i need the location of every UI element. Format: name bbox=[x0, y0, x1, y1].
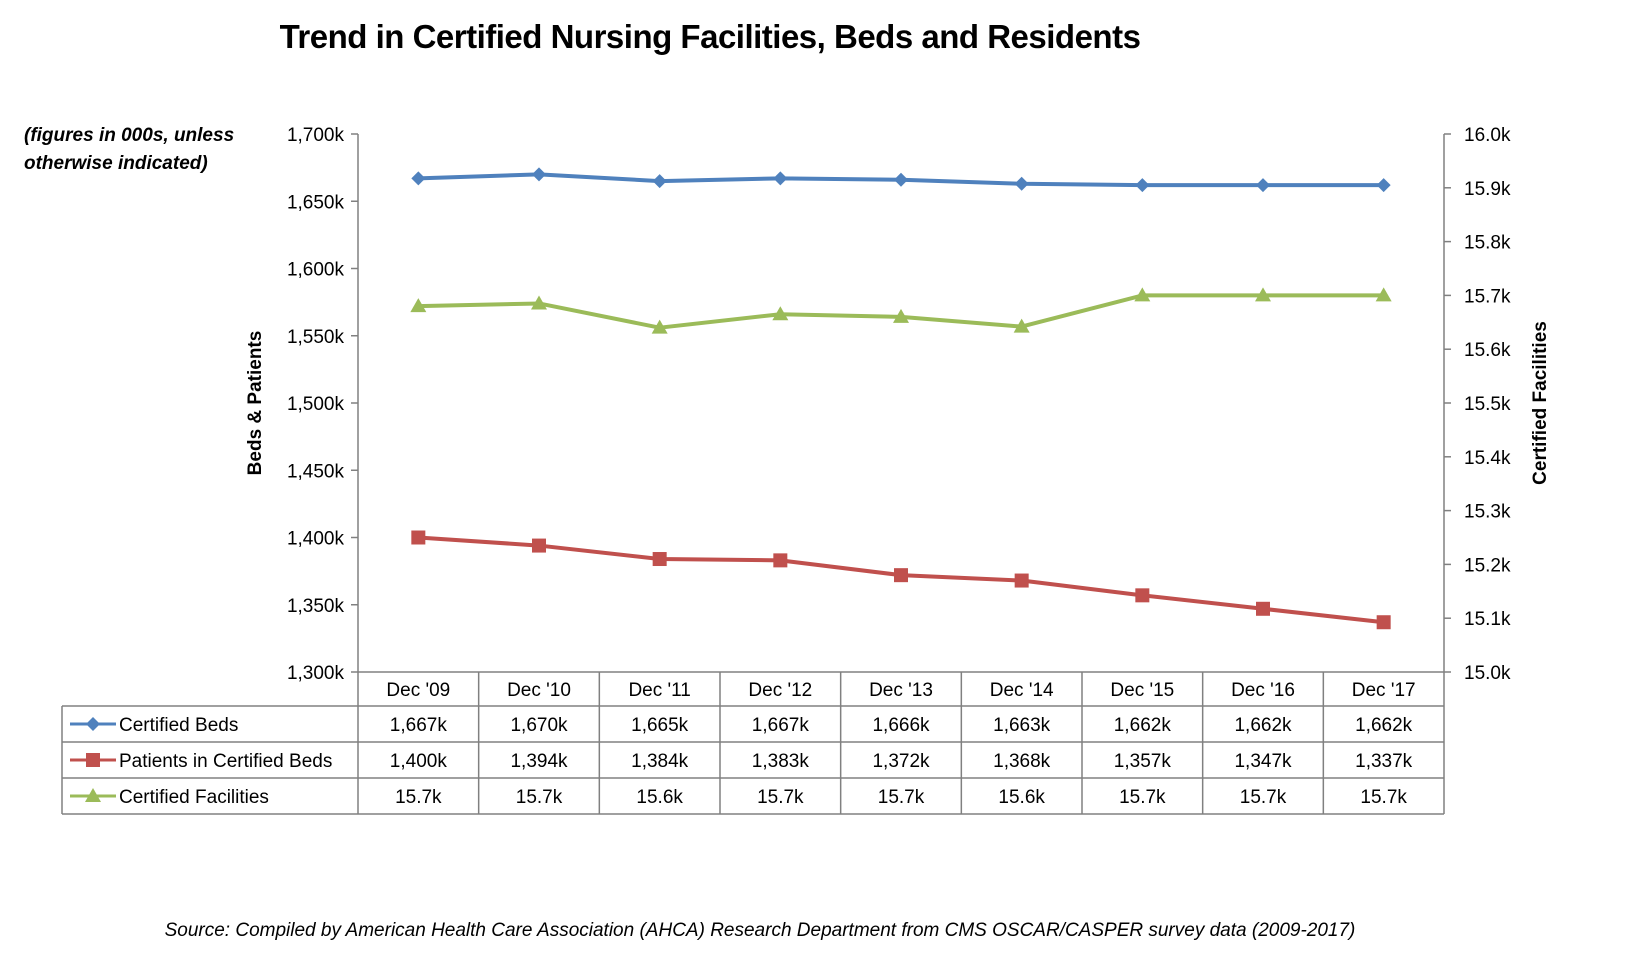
data-point bbox=[773, 171, 788, 186]
category-label: Dec '16 bbox=[1231, 680, 1295, 701]
left-tick-label: 1,500k bbox=[287, 394, 345, 415]
left-tick-label: 1,350k bbox=[287, 596, 345, 617]
table-value-label: 1,670k bbox=[510, 715, 568, 736]
right-tick-label: 15.5k bbox=[1464, 394, 1511, 415]
right-tick-label: 15.7k bbox=[1464, 286, 1511, 307]
table-value-label: 15.7k bbox=[878, 787, 925, 808]
category-label: Dec '09 bbox=[386, 680, 450, 701]
data-point bbox=[1376, 178, 1391, 193]
legend-label: Patients in Certified Beds bbox=[119, 751, 332, 772]
left-tick-label: 1,650k bbox=[287, 192, 345, 213]
data-point bbox=[651, 319, 668, 334]
data-point bbox=[1135, 588, 1150, 603]
category-label: Dec '14 bbox=[990, 680, 1054, 701]
data-point bbox=[410, 298, 427, 313]
table-value-label: 1,666k bbox=[872, 715, 930, 736]
legend-label: Certified Facilities bbox=[119, 787, 269, 808]
data-point bbox=[532, 538, 546, 553]
right-tick-label: 15.0k bbox=[1464, 663, 1511, 684]
data-point bbox=[531, 295, 547, 310]
data-point bbox=[1376, 615, 1391, 630]
data-point bbox=[1256, 601, 1270, 616]
right-tick-label: 16.0k bbox=[1464, 125, 1511, 146]
left-tick-label: 1,300k bbox=[287, 663, 345, 684]
data-point bbox=[1256, 178, 1270, 193]
table-value-label: 1,394k bbox=[510, 751, 568, 772]
table-value-label: 1,383k bbox=[752, 751, 810, 772]
table-value-label: 1,667k bbox=[752, 715, 810, 736]
legend-key-marker bbox=[86, 753, 100, 767]
chart-title: Trend in Certified Nursing Facilities, B… bbox=[279, 18, 1141, 55]
left-tick-label: 1,550k bbox=[287, 327, 345, 348]
table-value-label: 1,372k bbox=[872, 751, 930, 772]
category-label: Dec '15 bbox=[1110, 680, 1174, 701]
category-label: Dec '10 bbox=[507, 680, 571, 701]
chart-note: (figures in 000s, unless otherwise indic… bbox=[24, 125, 235, 174]
table-value-label: 1,662k bbox=[1355, 715, 1413, 736]
table-value-label: 15.6k bbox=[636, 787, 683, 808]
table-value-label: 15.7k bbox=[395, 787, 442, 808]
table-value-label: 15.7k bbox=[1119, 787, 1166, 808]
table-value-label: 1,667k bbox=[390, 715, 448, 736]
right-tick-label: 15.2k bbox=[1464, 555, 1511, 576]
table-value-label: 1,662k bbox=[1234, 715, 1292, 736]
table-value-label: 15.7k bbox=[757, 787, 804, 808]
left-tick-label: 1,700k bbox=[287, 125, 345, 146]
data-point bbox=[411, 171, 426, 186]
data-point bbox=[894, 172, 908, 187]
table-value-label: 1,368k bbox=[993, 751, 1051, 772]
table-value-label: 15.7k bbox=[1360, 787, 1407, 808]
data-point bbox=[532, 167, 546, 182]
table-value-label: 1,663k bbox=[993, 715, 1051, 736]
left-tick-label: 1,450k bbox=[287, 461, 345, 482]
table-value-label: 1,662k bbox=[1114, 715, 1172, 736]
legend-label: Certified Beds bbox=[119, 715, 238, 736]
table-value-label: 1,357k bbox=[1114, 751, 1172, 772]
right-tick-label: 15.3k bbox=[1464, 502, 1511, 523]
right-axis-title: Certified Facilities bbox=[1530, 321, 1551, 485]
left-tick-label: 1,600k bbox=[287, 260, 345, 281]
right-tick-label: 15.8k bbox=[1464, 233, 1511, 254]
table-value-label: 15.7k bbox=[516, 787, 563, 808]
category-label: Dec '17 bbox=[1352, 680, 1416, 701]
left-axis-title: Beds & Patients bbox=[245, 331, 266, 476]
data-point bbox=[772, 306, 789, 321]
data-point bbox=[1014, 573, 1029, 588]
table-value-label: 15.6k bbox=[998, 787, 1045, 808]
data-point bbox=[894, 568, 908, 583]
table-value-label: 1,400k bbox=[390, 751, 448, 772]
data-point bbox=[1013, 318, 1030, 333]
data-point bbox=[1375, 287, 1392, 302]
category-label: Dec '11 bbox=[628, 680, 690, 701]
table-value-label: 1,337k bbox=[1355, 751, 1413, 772]
data-point bbox=[773, 553, 788, 568]
data-point bbox=[1135, 178, 1150, 193]
data-point bbox=[1014, 176, 1029, 191]
table-value-label: 1,665k bbox=[631, 715, 689, 736]
chart-source: Source: Compiled by American Health Care… bbox=[164, 920, 1356, 941]
data-point bbox=[1255, 287, 1271, 302]
right-tick-label: 15.4k bbox=[1464, 448, 1511, 469]
category-label: Dec '13 bbox=[869, 680, 933, 701]
data-point bbox=[893, 308, 909, 323]
legend-key-marker bbox=[85, 788, 101, 802]
right-tick-label: 15.1k bbox=[1464, 609, 1511, 630]
data-point bbox=[652, 174, 667, 189]
table-value-label: 1,347k bbox=[1234, 751, 1292, 772]
legend-key-marker bbox=[86, 717, 100, 731]
data-point bbox=[652, 552, 667, 567]
table-value-label: 1,384k bbox=[631, 751, 689, 772]
right-tick-label: 15.6k bbox=[1464, 340, 1511, 361]
data-point bbox=[1134, 287, 1151, 302]
left-tick-label: 1,400k bbox=[287, 529, 345, 550]
data-point bbox=[411, 530, 426, 545]
table-value-label: 15.7k bbox=[1240, 787, 1287, 808]
right-tick-label: 15.9k bbox=[1464, 179, 1511, 200]
category-label: Dec '12 bbox=[748, 680, 812, 701]
